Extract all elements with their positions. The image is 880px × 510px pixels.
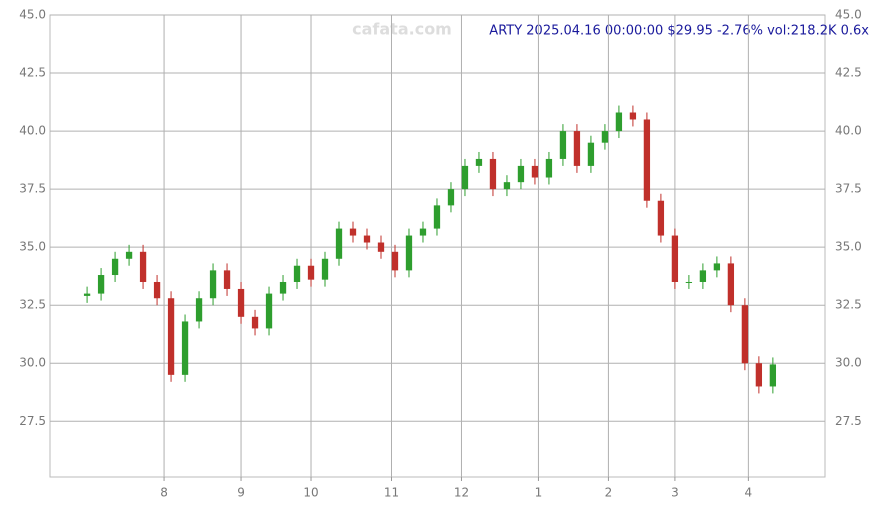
y-tick-label-right: 40.0 [835, 124, 862, 138]
candle-body [601, 131, 609, 143]
candle-body [643, 119, 651, 201]
candle-body [699, 270, 707, 282]
candle-body [321, 258, 329, 280]
candle-body [475, 158, 483, 166]
candle-body [517, 165, 525, 183]
candle-body [181, 321, 189, 375]
watermark: cafata.com [352, 20, 452, 39]
x-tick-label: 2 [605, 486, 613, 500]
candle-body [237, 288, 245, 317]
chart-title: ARTY 2025.04.16 00:00:00 $29.95 -2.76% v… [489, 24, 869, 39]
candle-body [657, 200, 665, 236]
candle-body [573, 131, 581, 166]
candle-body [461, 165, 469, 190]
x-tick-label: 3 [671, 486, 679, 500]
candle-body [545, 158, 553, 178]
x-tick-label: 8 [160, 486, 168, 500]
candle-body [97, 275, 105, 294]
y-tick-label-right: 32.5 [835, 298, 862, 312]
candle-body [265, 293, 273, 329]
x-tick-label: 4 [745, 486, 753, 500]
candle-body [391, 251, 399, 271]
y-tick-label-right: 27.5 [835, 414, 862, 428]
candle-body [503, 182, 511, 190]
candle-body [139, 251, 147, 282]
y-tick-label: 37.5 [19, 182, 46, 196]
candle-body [195, 298, 203, 322]
candle-body [685, 281, 693, 283]
candle-body [125, 251, 133, 259]
y-tick-label-right: 30.0 [835, 356, 862, 370]
candle-body [335, 228, 343, 259]
candle-body [741, 305, 749, 364]
candle-body [531, 165, 539, 178]
candle-body [405, 235, 413, 271]
candle-body [377, 242, 385, 252]
candle-body [167, 298, 175, 375]
y-tick-label: 27.5 [19, 414, 46, 428]
candle-body [769, 364, 777, 387]
x-tick-label: 1 [535, 486, 543, 500]
y-tick-label: 45.0 [19, 8, 46, 22]
y-tick-label: 32.5 [19, 298, 46, 312]
candle-body [615, 112, 623, 132]
candle-body [629, 112, 637, 120]
plot-frame [49, 14, 826, 478]
candle-body [83, 293, 91, 296]
candle-body [587, 142, 595, 166]
y-tick-label-right: 37.5 [835, 182, 862, 196]
candle-body [713, 263, 721, 271]
y-tick-label-right: 35.0 [835, 240, 862, 254]
x-tick-label: 11 [384, 486, 399, 500]
candle-body [251, 316, 259, 329]
y-tick-label-right: 42.5 [835, 66, 862, 80]
candle-body [433, 205, 441, 229]
candle-body [111, 258, 119, 276]
candle-body [755, 363, 763, 387]
candle-body [153, 281, 161, 299]
y-tick-label: 40.0 [19, 124, 46, 138]
candle-body [559, 131, 567, 159]
candle-body [209, 270, 217, 299]
candle-body [671, 235, 679, 282]
y-tick-label: 35.0 [19, 240, 46, 254]
candle-body [279, 281, 287, 294]
candle-body [447, 189, 455, 206]
y-tick-label: 42.5 [19, 66, 46, 80]
x-tick-label: 10 [303, 486, 318, 500]
candle-body [727, 263, 735, 306]
y-tick-label: 30.0 [19, 356, 46, 370]
candle-body [307, 265, 315, 280]
candle-body [489, 158, 497, 190]
x-tick-label: 12 [454, 486, 469, 500]
x-tick-label: 9 [237, 486, 245, 500]
candle-body [293, 265, 301, 282]
candle-body [419, 228, 427, 236]
candle-body [363, 235, 371, 243]
y-tick-label-right: 45.0 [835, 8, 862, 22]
candle-body [349, 228, 357, 236]
candle-body [223, 270, 231, 289]
